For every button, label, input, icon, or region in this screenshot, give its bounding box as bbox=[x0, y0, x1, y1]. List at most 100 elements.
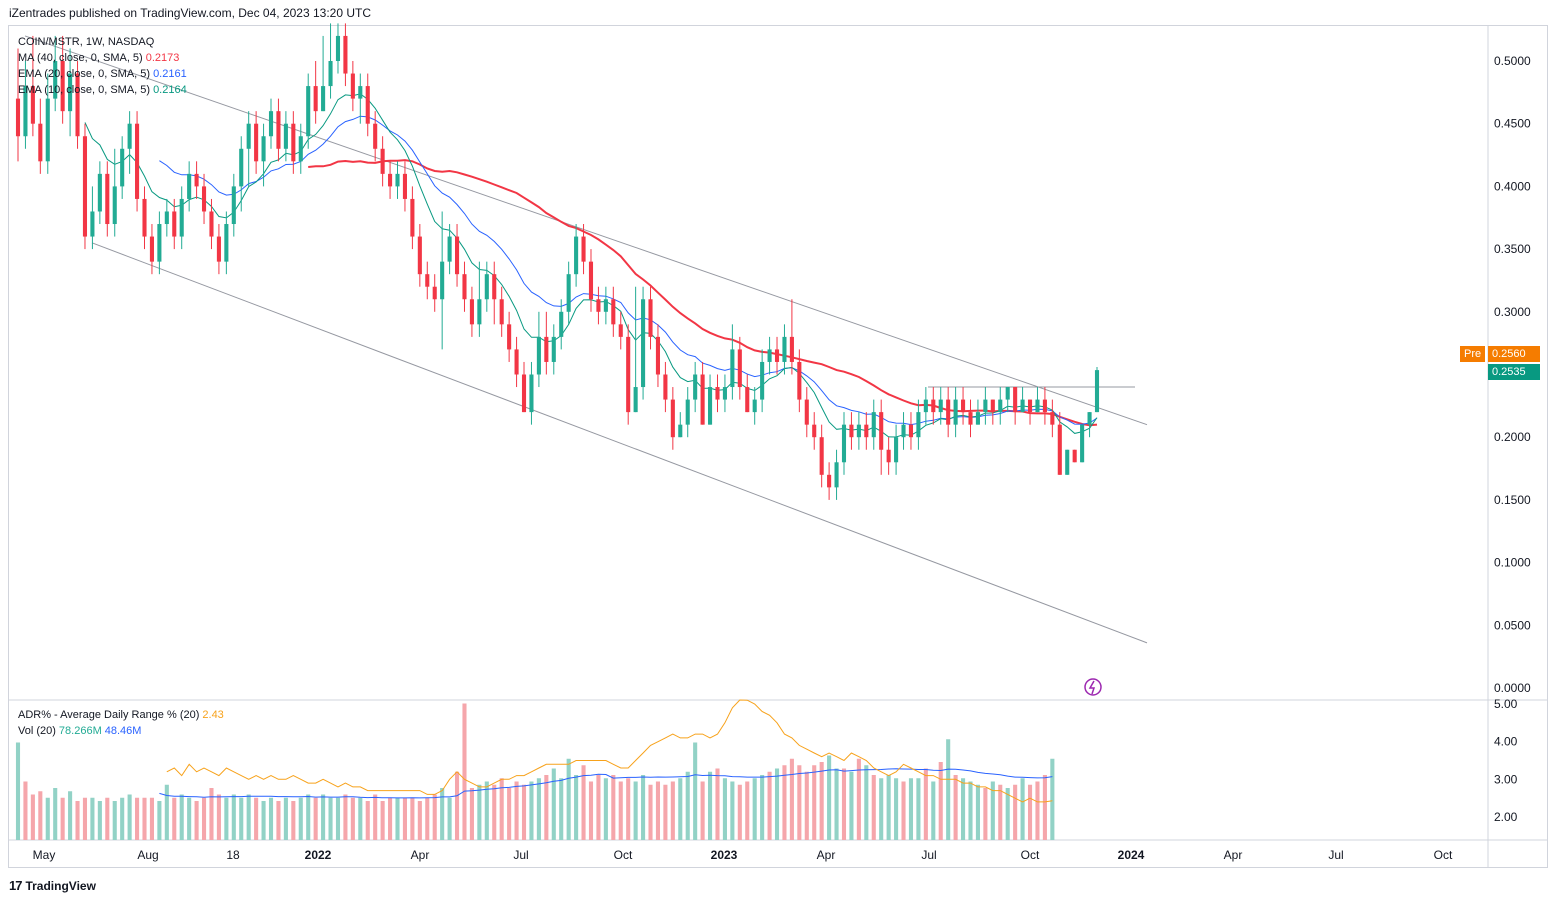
volume-bar bbox=[923, 768, 928, 840]
volume-bar bbox=[946, 739, 951, 840]
footer-brand: TradingView bbox=[25, 878, 96, 893]
candle-body bbox=[745, 387, 750, 413]
y-tick-label: 0.3500 bbox=[1494, 242, 1531, 256]
candle-body bbox=[1005, 387, 1010, 400]
volume-bar bbox=[157, 801, 162, 840]
legend-ma40-value: 0.2173 bbox=[145, 52, 180, 64]
candle-body bbox=[30, 86, 35, 124]
candle-body bbox=[968, 412, 973, 425]
candle-body bbox=[648, 299, 653, 337]
candle-body bbox=[149, 236, 154, 262]
candle-body bbox=[172, 211, 177, 237]
main-legend: COIN/MSTR, 1W, NASDAQ MA (40, close, 0, … bbox=[18, 34, 187, 98]
legend-ema10[interactable]: EMA (10, close, 0, SMA, 5) 0.2164 bbox=[18, 84, 187, 96]
y-tick-label: 0.3000 bbox=[1494, 305, 1531, 319]
x-tick-label: Apr bbox=[817, 848, 836, 862]
volume-bar bbox=[1005, 788, 1010, 840]
legend-ma40[interactable]: MA (40, close, 0, SMA, 5) 0.2173 bbox=[18, 52, 180, 64]
candle-body bbox=[373, 123, 378, 149]
candle-body bbox=[596, 299, 601, 312]
volume-bar bbox=[432, 794, 437, 840]
candle-body bbox=[395, 173, 400, 187]
volume-bar bbox=[514, 781, 519, 840]
candle-body bbox=[432, 286, 437, 300]
candle-body bbox=[566, 274, 571, 312]
candle-body bbox=[953, 399, 958, 425]
volume-bar bbox=[454, 771, 460, 840]
candle-body bbox=[358, 86, 363, 99]
legend-symbol[interactable]: COIN/MSTR, 1W, NASDAQ bbox=[18, 36, 155, 48]
volume-bar bbox=[23, 781, 28, 840]
candle-body bbox=[670, 399, 675, 438]
legend-ema20[interactable]: EMA (20, close, 0, SMA, 5) 0.2161 bbox=[18, 68, 187, 80]
volume-bar bbox=[231, 794, 236, 840]
volume-bar bbox=[45, 797, 50, 840]
legend-vol[interactable]: Vol (20) 78.266M 48.46M bbox=[18, 725, 142, 737]
volume-bar bbox=[752, 778, 757, 840]
volume-bar bbox=[164, 784, 169, 840]
candle-body bbox=[923, 399, 928, 413]
last-price-badge: 0.2535 bbox=[1488, 364, 1540, 380]
y-tick-label: 0.4500 bbox=[1494, 117, 1531, 131]
volume-ma-line bbox=[159, 768, 1053, 799]
pre-tag-badge: Pre bbox=[1460, 346, 1486, 362]
candle-body bbox=[380, 148, 385, 174]
y-tick-label: 0.1500 bbox=[1494, 493, 1531, 507]
candle-body bbox=[708, 387, 713, 425]
adr-line bbox=[166, 699, 1053, 803]
candle-body bbox=[105, 173, 110, 225]
volume-bar bbox=[38, 791, 43, 840]
volume-bar bbox=[961, 778, 966, 840]
candle-body bbox=[68, 73, 73, 112]
candle-body bbox=[1013, 387, 1018, 413]
candle-body bbox=[752, 399, 757, 413]
volume-bar bbox=[871, 775, 876, 840]
adr-tick-label: 5.00 bbox=[1494, 697, 1518, 711]
candle-body bbox=[886, 449, 891, 463]
y-tick-label: 0.2000 bbox=[1494, 430, 1531, 444]
legend-adr[interactable]: ADR% - Average Daily Range % (20) 2.43 bbox=[18, 709, 224, 721]
volume-bar bbox=[440, 788, 445, 840]
volume-bar bbox=[343, 794, 348, 840]
candle-body bbox=[417, 236, 422, 275]
volume-bar bbox=[120, 797, 125, 840]
volume-bar bbox=[641, 775, 646, 840]
volume-bar bbox=[254, 797, 259, 840]
candle-body bbox=[908, 424, 914, 438]
candle-body bbox=[685, 399, 690, 425]
candle-body bbox=[335, 35, 341, 61]
candle-body bbox=[737, 349, 742, 388]
candle-body bbox=[961, 399, 966, 413]
volume-bar bbox=[812, 765, 817, 840]
volume-bar bbox=[745, 781, 750, 840]
lower-channel-line bbox=[91, 242, 1148, 644]
legend-ema10-value: 0.2164 bbox=[153, 84, 187, 96]
candle-body bbox=[841, 424, 847, 463]
candle-body bbox=[112, 186, 117, 225]
volume-bar bbox=[149, 797, 154, 840]
candle-body bbox=[477, 299, 482, 325]
candle-body bbox=[990, 399, 995, 413]
volume-bar bbox=[321, 794, 326, 840]
candle-body bbox=[536, 336, 541, 375]
candle-body bbox=[849, 424, 854, 438]
candle-body bbox=[484, 274, 489, 300]
candle-body bbox=[157, 224, 162, 262]
volume-bar bbox=[700, 781, 705, 840]
volume-bar bbox=[425, 797, 430, 840]
candle-body bbox=[82, 136, 88, 237]
lightning-event-icon bbox=[1084, 678, 1102, 696]
candle-body bbox=[946, 399, 951, 425]
volume-bar bbox=[574, 775, 579, 840]
candle-body bbox=[276, 111, 281, 149]
volume-bar bbox=[492, 784, 497, 840]
adr-tick-label: 2.00 bbox=[1494, 810, 1518, 824]
candle-body bbox=[388, 173, 393, 187]
candle-body bbox=[551, 336, 556, 362]
tradingview-footer[interactable]: 17 TradingView bbox=[9, 878, 96, 893]
candle-body bbox=[142, 198, 147, 237]
volume-bar bbox=[1050, 758, 1055, 840]
candle-body bbox=[440, 261, 445, 300]
x-tick-label: 2023 bbox=[711, 848, 738, 862]
